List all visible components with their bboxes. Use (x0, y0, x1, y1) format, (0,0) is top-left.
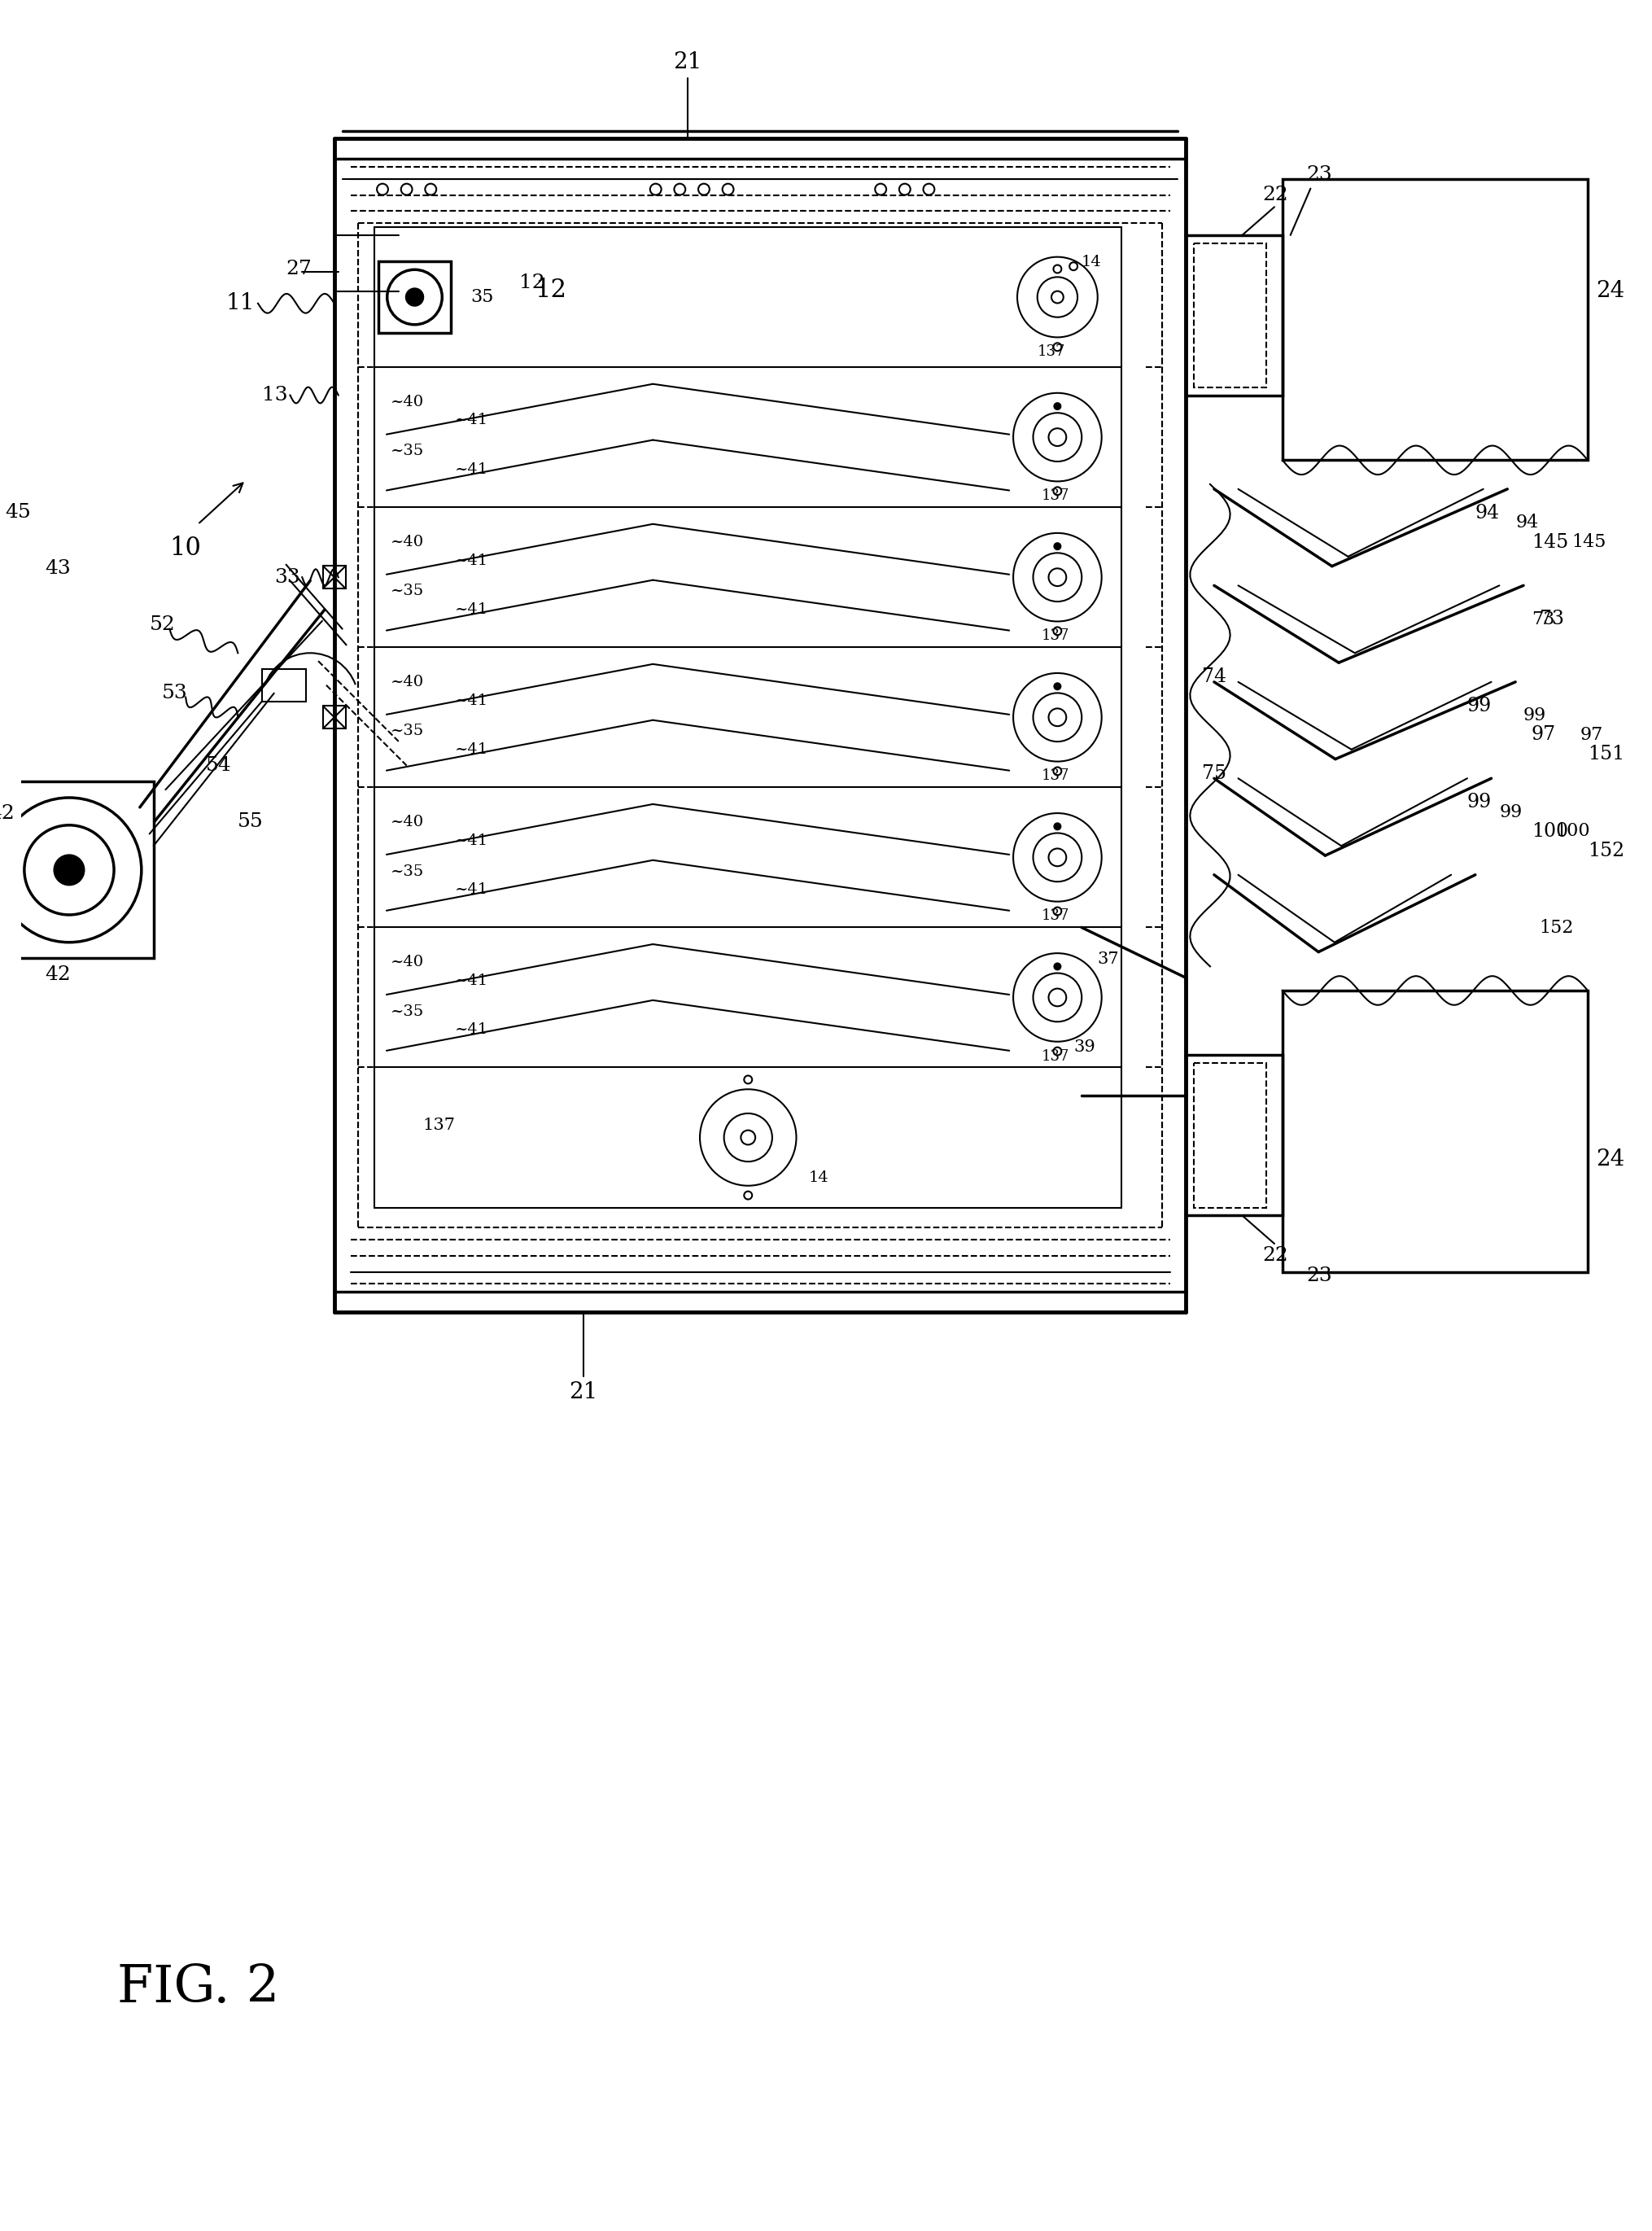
Text: 137: 137 (1041, 908, 1069, 924)
Circle shape (55, 854, 84, 883)
Text: 14: 14 (808, 1171, 828, 1185)
Text: ~41: ~41 (454, 553, 487, 567)
Text: 74: 74 (1201, 667, 1226, 687)
Text: 42: 42 (45, 966, 71, 984)
Text: 145: 145 (1571, 533, 1606, 551)
Bar (1282, 178, 1588, 460)
Text: 137: 137 (1041, 489, 1069, 504)
Text: 39: 39 (1072, 1040, 1095, 1055)
Text: 55: 55 (238, 812, 264, 832)
Text: 137: 137 (1041, 629, 1069, 643)
Bar (1193, 1062, 1265, 1207)
Text: 100: 100 (1555, 823, 1589, 841)
Text: 99: 99 (1467, 794, 1492, 812)
Text: ~40: ~40 (390, 535, 425, 549)
Text: ~35: ~35 (390, 1004, 425, 1020)
Text: 151: 151 (1588, 745, 1624, 763)
Bar (378, 261, 451, 332)
Circle shape (1054, 542, 1061, 549)
Text: 137: 137 (1041, 770, 1069, 783)
Bar (263, 669, 306, 701)
Text: 73: 73 (1531, 611, 1555, 629)
Text: 99: 99 (1498, 803, 1521, 821)
Text: 152: 152 (1538, 919, 1573, 937)
Text: ~35: ~35 (390, 725, 425, 738)
Text: 100: 100 (1531, 821, 1568, 841)
Text: 99: 99 (1523, 707, 1546, 725)
Text: 94: 94 (1475, 504, 1498, 522)
Text: 13: 13 (263, 386, 287, 404)
Text: 23: 23 (1305, 165, 1332, 185)
Text: ~35: ~35 (390, 444, 425, 460)
Circle shape (406, 288, 423, 306)
Text: ~41: ~41 (454, 694, 487, 707)
Bar (1186, 1055, 1282, 1216)
Text: 21: 21 (672, 51, 702, 74)
Bar (1186, 234, 1282, 395)
Text: ~40: ~40 (390, 814, 425, 830)
Text: 73: 73 (1538, 609, 1563, 629)
Text: 45: 45 (5, 502, 31, 522)
Text: 11: 11 (226, 292, 254, 315)
Text: 24: 24 (1594, 1149, 1624, 1171)
Text: 54: 54 (205, 756, 231, 774)
Text: ~41: ~41 (454, 973, 487, 988)
Text: ~41: ~41 (454, 743, 487, 756)
Circle shape (1054, 964, 1061, 970)
Text: FIG. 2: FIG. 2 (117, 1963, 279, 2012)
Bar (1193, 243, 1265, 388)
Text: 43: 43 (45, 560, 71, 578)
Text: ~41: ~41 (454, 413, 487, 428)
Text: 137: 137 (1037, 344, 1066, 359)
Text: 53: 53 (162, 685, 187, 703)
Text: 23: 23 (1305, 1267, 1332, 1285)
Text: ~41: ~41 (454, 832, 487, 848)
Text: 137: 137 (423, 1118, 454, 1133)
Text: 12: 12 (519, 274, 545, 292)
Text: ~41: ~41 (454, 602, 487, 616)
Text: 22: 22 (1262, 185, 1287, 205)
Bar (322, 567, 345, 589)
Text: 21: 21 (568, 1381, 598, 1403)
Text: 27: 27 (286, 259, 312, 279)
Text: 99: 99 (1467, 696, 1492, 716)
Text: ~40: ~40 (390, 955, 425, 970)
Text: ~41: ~41 (454, 462, 487, 477)
Text: ~41: ~41 (454, 1022, 487, 1037)
Circle shape (1054, 683, 1061, 689)
Text: ~41: ~41 (454, 881, 487, 897)
Text: 22: 22 (1262, 1247, 1287, 1265)
Text: 145: 145 (1531, 533, 1568, 551)
Bar (322, 705, 345, 730)
Text: 97: 97 (1579, 725, 1602, 743)
Text: 24: 24 (1594, 281, 1624, 303)
Text: 97: 97 (1531, 725, 1555, 745)
Bar (1282, 991, 1588, 1272)
Circle shape (1054, 823, 1061, 830)
Text: 137: 137 (1041, 1049, 1069, 1064)
Text: ~35: ~35 (390, 585, 425, 598)
Text: 94: 94 (1515, 513, 1538, 531)
Text: 12: 12 (535, 277, 567, 303)
Text: 10: 10 (170, 535, 202, 562)
Text: 75: 75 (1201, 765, 1226, 783)
Circle shape (1054, 404, 1061, 411)
Text: 42: 42 (0, 805, 15, 823)
Text: 152: 152 (1588, 841, 1624, 861)
Text: 52: 52 (149, 616, 175, 634)
Text: ~35: ~35 (390, 863, 425, 879)
Text: 33: 33 (274, 569, 299, 587)
Bar (0, 781, 154, 959)
Text: ~40: ~40 (390, 676, 425, 689)
Text: 35: 35 (471, 288, 494, 306)
Text: 14: 14 (1080, 254, 1102, 270)
Text: 37: 37 (1097, 953, 1118, 968)
Text: ~40: ~40 (390, 395, 425, 411)
